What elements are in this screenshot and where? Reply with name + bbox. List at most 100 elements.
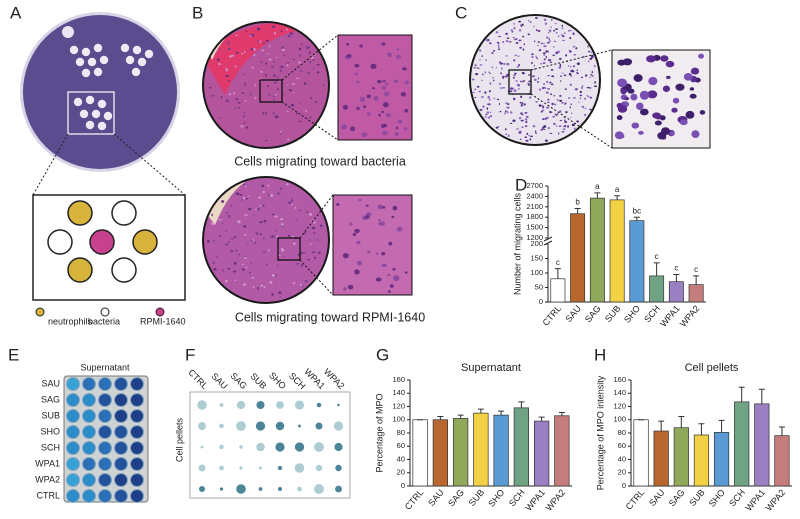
panel-label: A — [10, 3, 22, 22]
cell — [245, 266, 248, 269]
panel-label: B — [192, 3, 203, 22]
well-bacteria — [111, 257, 137, 283]
cell — [242, 122, 246, 124]
cell — [249, 93, 252, 96]
cell — [568, 49, 571, 52]
cell — [555, 114, 558, 116]
cell — [268, 249, 271, 252]
cell — [508, 41, 512, 43]
cell — [286, 84, 289, 86]
bar — [713, 431, 730, 487]
cell — [484, 91, 487, 94]
cell — [381, 42, 386, 46]
well — [98, 425, 112, 439]
y-tick-label: 120 — [392, 401, 405, 410]
y-tick-label: 100 — [530, 268, 543, 277]
cell — [282, 279, 285, 281]
bar — [774, 435, 790, 487]
cell — [544, 22, 548, 25]
cell — [576, 120, 580, 123]
error-bar — [653, 262, 660, 276]
y-tick-label: 120 — [613, 401, 626, 410]
cell — [313, 256, 317, 259]
well — [87, 57, 97, 67]
blot-dot — [219, 444, 224, 450]
cell — [292, 92, 295, 94]
cell — [249, 33, 252, 36]
cell — [591, 54, 594, 57]
cell — [545, 116, 549, 120]
well — [114, 409, 128, 423]
cell — [224, 243, 228, 246]
cell — [565, 54, 568, 57]
cell — [523, 103, 526, 106]
cell — [620, 88, 627, 95]
cell — [271, 293, 274, 296]
well — [98, 377, 112, 391]
cell — [530, 135, 534, 138]
cell — [513, 89, 517, 92]
cell — [300, 251, 303, 255]
cell — [549, 81, 552, 84]
cell — [570, 74, 572, 77]
cell — [288, 201, 292, 205]
blot-dot — [255, 421, 266, 431]
cell — [227, 214, 231, 218]
cell — [527, 19, 530, 22]
cell — [520, 24, 523, 26]
cell — [354, 228, 360, 234]
cell — [301, 43, 303, 46]
well — [93, 67, 103, 77]
cell — [290, 103, 295, 107]
caption: Cells migrating toward bacteria — [234, 154, 406, 168]
cell — [283, 255, 286, 257]
cell — [489, 98, 491, 101]
cell — [486, 107, 489, 110]
cell — [243, 196, 246, 200]
cell — [313, 232, 316, 235]
well — [82, 489, 96, 503]
cell — [293, 58, 295, 61]
cell — [584, 98, 587, 100]
cell — [484, 71, 487, 74]
cell — [279, 296, 281, 298]
blot-dot — [315, 464, 323, 472]
cell — [304, 280, 308, 283]
blot-dot — [314, 442, 324, 452]
cell — [308, 60, 312, 63]
cell — [207, 240, 210, 243]
cell — [536, 57, 538, 60]
legend-marker — [100, 307, 110, 317]
blot-dot — [298, 424, 301, 428]
cell — [517, 63, 521, 67]
cell — [510, 29, 513, 32]
blot-dot — [239, 466, 243, 470]
well-bacteria — [47, 229, 73, 255]
cell — [528, 134, 530, 137]
cell — [272, 235, 276, 237]
cell — [572, 65, 576, 67]
cell — [589, 76, 592, 78]
cell — [521, 71, 525, 75]
cell — [562, 128, 566, 131]
x-tick-label: SAG — [667, 487, 687, 508]
cell — [513, 59, 516, 62]
error-bar — [758, 388, 765, 404]
cell — [538, 48, 542, 52]
bar — [533, 420, 550, 487]
cell — [660, 55, 669, 62]
cell — [616, 115, 623, 121]
cell — [241, 268, 245, 271]
well — [114, 393, 128, 407]
error-bar — [558, 411, 565, 416]
cell — [219, 48, 221, 50]
cell — [579, 94, 583, 97]
cell — [548, 38, 550, 40]
cell — [485, 113, 488, 116]
well — [99, 55, 109, 65]
cell — [558, 125, 562, 128]
cell — [236, 101, 238, 103]
cell — [396, 54, 402, 59]
cell — [549, 39, 551, 43]
panel-label: E — [8, 345, 19, 364]
